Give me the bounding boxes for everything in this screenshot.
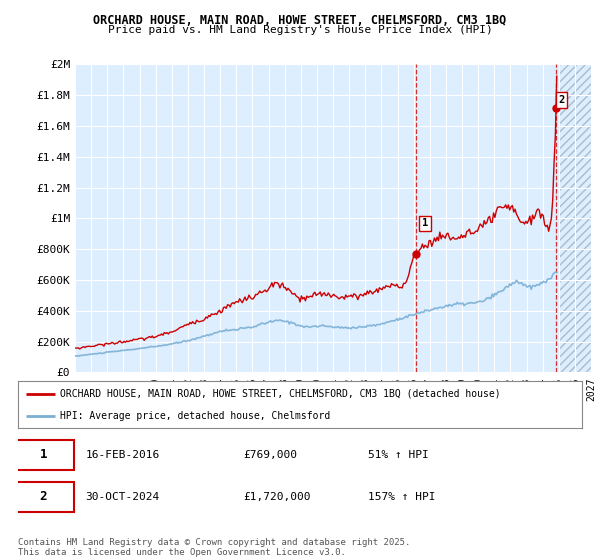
Text: 157% ↑ HPI: 157% ↑ HPI — [368, 492, 435, 502]
Text: 30-OCT-2024: 30-OCT-2024 — [86, 492, 160, 502]
FancyBboxPatch shape — [13, 440, 74, 470]
FancyBboxPatch shape — [13, 482, 74, 512]
Text: 1: 1 — [422, 218, 428, 228]
Text: 2: 2 — [559, 95, 565, 105]
Bar — [559, 64, 591, 372]
Text: HPI: Average price, detached house, Chelmsford: HPI: Average price, detached house, Chel… — [60, 410, 331, 421]
Text: 51% ↑ HPI: 51% ↑ HPI — [368, 450, 428, 460]
Text: £1,720,000: £1,720,000 — [244, 492, 311, 502]
Text: ORCHARD HOUSE, MAIN ROAD, HOWE STREET, CHELMSFORD, CM3 1BQ: ORCHARD HOUSE, MAIN ROAD, HOWE STREET, C… — [94, 14, 506, 27]
Text: 16-FEB-2016: 16-FEB-2016 — [86, 450, 160, 460]
Bar — [559, 64, 591, 372]
Text: ORCHARD HOUSE, MAIN ROAD, HOWE STREET, CHELMSFORD, CM3 1BQ (detached house): ORCHARD HOUSE, MAIN ROAD, HOWE STREET, C… — [60, 389, 501, 399]
Text: 2: 2 — [40, 491, 47, 503]
Text: 1: 1 — [40, 449, 47, 461]
Text: Price paid vs. HM Land Registry's House Price Index (HPI): Price paid vs. HM Land Registry's House … — [107, 25, 493, 35]
Text: Contains HM Land Registry data © Crown copyright and database right 2025.
This d: Contains HM Land Registry data © Crown c… — [18, 538, 410, 557]
Text: £769,000: £769,000 — [244, 450, 298, 460]
